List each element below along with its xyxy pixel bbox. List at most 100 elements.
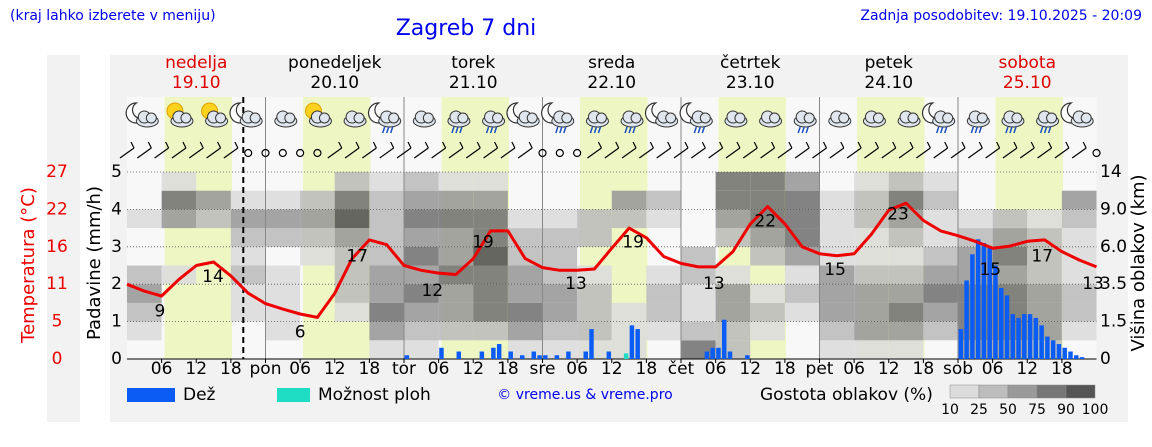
wind-barb bbox=[864, 147, 879, 159]
cloud-tick-label: 9.0 bbox=[1100, 199, 1127, 219]
cloud-cell bbox=[473, 190, 508, 210]
icon-rain bbox=[935, 126, 940, 134]
temperature-label: 17 bbox=[346, 246, 368, 266]
wind-barb bbox=[961, 141, 966, 149]
cloud-cell bbox=[265, 321, 301, 341]
wind-barb bbox=[985, 147, 1000, 159]
wind-barb bbox=[857, 141, 862, 149]
cloud-cell bbox=[646, 302, 681, 322]
precip-bar bbox=[537, 355, 542, 359]
cloud-cell bbox=[334, 265, 370, 285]
cloud-cell bbox=[404, 246, 439, 266]
wind-barb bbox=[390, 141, 395, 149]
x-tick-label: 18 bbox=[636, 359, 658, 379]
wind-calm bbox=[555, 148, 564, 158]
cloud-cell bbox=[646, 190, 681, 210]
cloud-cell bbox=[161, 265, 197, 285]
wind-barb bbox=[805, 141, 810, 149]
cloud-tick-label: 1.5 bbox=[1100, 312, 1127, 332]
cloud-cell bbox=[611, 321, 647, 341]
wind-barb bbox=[777, 147, 793, 159]
cloud-cell bbox=[127, 302, 162, 322]
wind-barb bbox=[950, 147, 966, 159]
icon-cloud bbox=[526, 112, 538, 124]
icon-rain bbox=[693, 126, 698, 134]
cloud-cell bbox=[577, 209, 612, 229]
cloud-cell bbox=[681, 302, 716, 322]
x-tick-label: tor bbox=[392, 359, 416, 379]
wind-barb bbox=[119, 147, 135, 159]
precip-bar bbox=[554, 355, 560, 359]
cloud-cell bbox=[1061, 302, 1097, 322]
cloud-cell bbox=[888, 340, 924, 359]
precip-bar bbox=[1027, 314, 1033, 359]
wind-barb bbox=[327, 147, 343, 159]
weather-icon bbox=[1001, 110, 1025, 134]
cloud-cell bbox=[992, 228, 1028, 247]
cloud-cell bbox=[819, 284, 855, 303]
cloud-cell bbox=[369, 321, 404, 341]
weather-icon bbox=[620, 110, 644, 134]
cloud-cell bbox=[681, 340, 716, 359]
precip-bar bbox=[1068, 351, 1073, 359]
wind-barb bbox=[615, 141, 620, 149]
cloud-legend-swatch bbox=[949, 384, 980, 399]
x-tick-label: 18 bbox=[220, 359, 242, 379]
cloud-cell bbox=[1027, 340, 1062, 359]
cloud-cell bbox=[196, 209, 231, 229]
cloud-cell bbox=[888, 190, 924, 210]
cloud-cell bbox=[646, 321, 681, 341]
wind-barb bbox=[448, 147, 464, 159]
precip-bar bbox=[1039, 325, 1044, 359]
cloud-cell bbox=[646, 284, 681, 303]
cloud-legend-title: Gostota oblakov (%) bbox=[760, 385, 933, 405]
icon-cloud bbox=[665, 112, 677, 124]
cloud-tick-label: 14 bbox=[1100, 162, 1122, 182]
wind-barb bbox=[690, 147, 706, 159]
legend-label: Možnost ploh bbox=[318, 385, 431, 405]
wind-barb bbox=[171, 147, 187, 159]
cloud-cell bbox=[300, 190, 335, 210]
cloud-cell bbox=[681, 265, 716, 285]
cloud-cell bbox=[161, 172, 197, 191]
wind-barb bbox=[829, 147, 845, 159]
cloud-cell bbox=[784, 228, 820, 247]
cloud-cell bbox=[923, 302, 958, 322]
wind-barb bbox=[234, 141, 239, 149]
icon-cloud bbox=[942, 112, 954, 124]
wind-calm bbox=[278, 148, 287, 158]
icon-cloud bbox=[284, 112, 296, 124]
cloud-cell bbox=[750, 190, 785, 210]
cloud-cell bbox=[784, 265, 820, 285]
cloud-cell bbox=[230, 265, 266, 285]
precip-bar bbox=[543, 355, 548, 359]
wind-barb bbox=[996, 141, 1001, 149]
wind-barb bbox=[362, 147, 377, 159]
temperature-label: 17 bbox=[1031, 246, 1053, 266]
cloud-cell bbox=[577, 302, 612, 322]
icon-cloud bbox=[353, 112, 365, 124]
x-tick-label: 12 bbox=[462, 359, 484, 379]
weather-icon bbox=[921, 102, 956, 134]
cloud-cell bbox=[542, 209, 578, 229]
icon-cloud bbox=[422, 112, 434, 124]
wind-barb bbox=[812, 147, 827, 159]
wind-barb bbox=[933, 147, 949, 159]
cloud-cell bbox=[854, 172, 889, 191]
cloud-cell bbox=[681, 246, 716, 266]
wind-barb bbox=[182, 141, 187, 149]
precip-bar bbox=[1004, 295, 1010, 359]
wind-barb bbox=[431, 147, 446, 159]
weather-icon bbox=[1060, 102, 1094, 128]
cloud-cell bbox=[404, 265, 439, 285]
icon-cloud bbox=[145, 112, 157, 124]
cloud-cell bbox=[819, 340, 855, 359]
cloud-cell bbox=[230, 190, 266, 210]
icon-cloud bbox=[492, 112, 504, 124]
wind-barb bbox=[1030, 141, 1035, 149]
cloud-cell bbox=[127, 209, 162, 229]
cloud-cell bbox=[854, 265, 889, 285]
cloud-cell bbox=[1027, 209, 1062, 229]
wind-barb bbox=[632, 141, 637, 149]
wind-barb bbox=[483, 147, 498, 159]
